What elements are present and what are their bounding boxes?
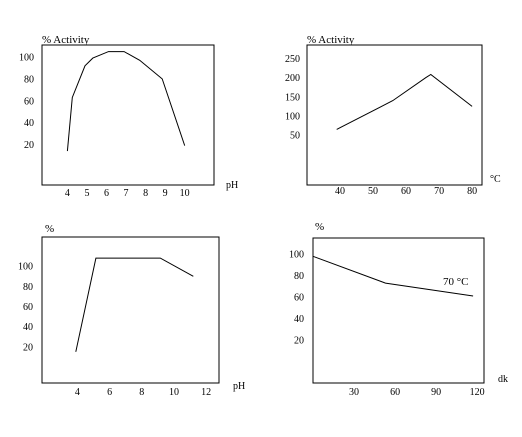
y-tick-label: 80 — [23, 282, 33, 293]
chart-2: % Activity °C 40 50 60 70 80 50 100 150 200 250 — [285, 34, 501, 197]
annotation-label: 70 °C — [443, 276, 469, 288]
y-tick-label: 100 — [285, 111, 300, 122]
y-tick-label: 50 — [290, 131, 300, 142]
plot-frame — [41, 236, 220, 384]
y-tick-label: 60 — [294, 293, 304, 304]
y-tick-label: 60 — [23, 302, 33, 313]
y-tick-label: 20 — [294, 336, 304, 347]
x-axis-label: °C — [490, 174, 501, 185]
chart-3: % pH 4 6 8 10 12 20 40 60 80 100 — [18, 223, 245, 398]
x-axis-label: pH — [233, 381, 245, 392]
y-tick-label: 60 — [24, 96, 34, 107]
x-tick-label: 120 — [470, 387, 485, 398]
plot-frame — [41, 44, 215, 186]
y-tick-label: 250 — [285, 54, 300, 65]
series-line — [312, 255, 474, 297]
y-tick-label: 200 — [285, 73, 300, 84]
y-tick-label: 20 — [23, 342, 33, 353]
y-axis-label: % Activity — [42, 34, 90, 46]
x-tick-label: 90 — [431, 387, 441, 398]
x-tick-label: 70 — [434, 186, 444, 197]
chart-1: % Activity pH 4 5 6 7 8 9 10 20 40 60 80 100 — [19, 34, 238, 199]
x-axis-label: dk — [498, 374, 508, 385]
x-tick-label: 6 — [104, 188, 109, 199]
plot-frame — [312, 237, 485, 384]
plot-frame — [306, 44, 483, 186]
x-tick-label: 5 — [84, 188, 89, 199]
x-tick-label: 50 — [368, 186, 378, 197]
y-tick-label: 100 — [19, 53, 34, 64]
x-tick-label: 4 — [65, 188, 70, 199]
x-tick-label: 60 — [401, 186, 411, 197]
x-tick-label: 9 — [163, 188, 168, 199]
x-tick-label: 80 — [467, 186, 477, 197]
x-tick-label: 4 — [75, 387, 80, 398]
x-tick-label: 40 — [335, 186, 345, 197]
y-axis-label: % — [45, 223, 54, 235]
x-tick-label: 12 — [201, 387, 211, 398]
y-tick-label: 100 — [289, 250, 304, 261]
y-tick-label: 80 — [24, 74, 34, 85]
x-tick-label: 60 — [390, 387, 400, 398]
series-line — [75, 257, 194, 352]
x-tick-label: 8 — [139, 387, 144, 398]
x-tick-label: 7 — [124, 188, 129, 199]
x-axis-label: pH — [226, 180, 238, 191]
x-tick-label: 8 — [143, 188, 148, 199]
series-line — [66, 51, 186, 152]
y-tick-label: 80 — [294, 271, 304, 282]
y-axis-label: % — [315, 221, 324, 233]
y-tick-label: 20 — [24, 140, 34, 151]
y-axis-label: % Activity — [307, 34, 355, 46]
y-tick-label: 40 — [24, 118, 34, 129]
y-tick-label: 150 — [285, 92, 300, 103]
y-tick-label: 40 — [294, 314, 304, 325]
chart-4: % dk 30 60 90 120 20 40 60 80 100 70 °C — [289, 221, 508, 398]
x-tick-label: 30 — [349, 387, 359, 398]
y-tick-label: 40 — [23, 322, 33, 333]
series-line — [336, 73, 473, 130]
x-tick-label: 10 — [180, 188, 190, 199]
x-tick-label: 10 — [169, 387, 179, 398]
y-tick-label: 100 — [18, 262, 33, 273]
x-tick-label: 6 — [107, 387, 112, 398]
